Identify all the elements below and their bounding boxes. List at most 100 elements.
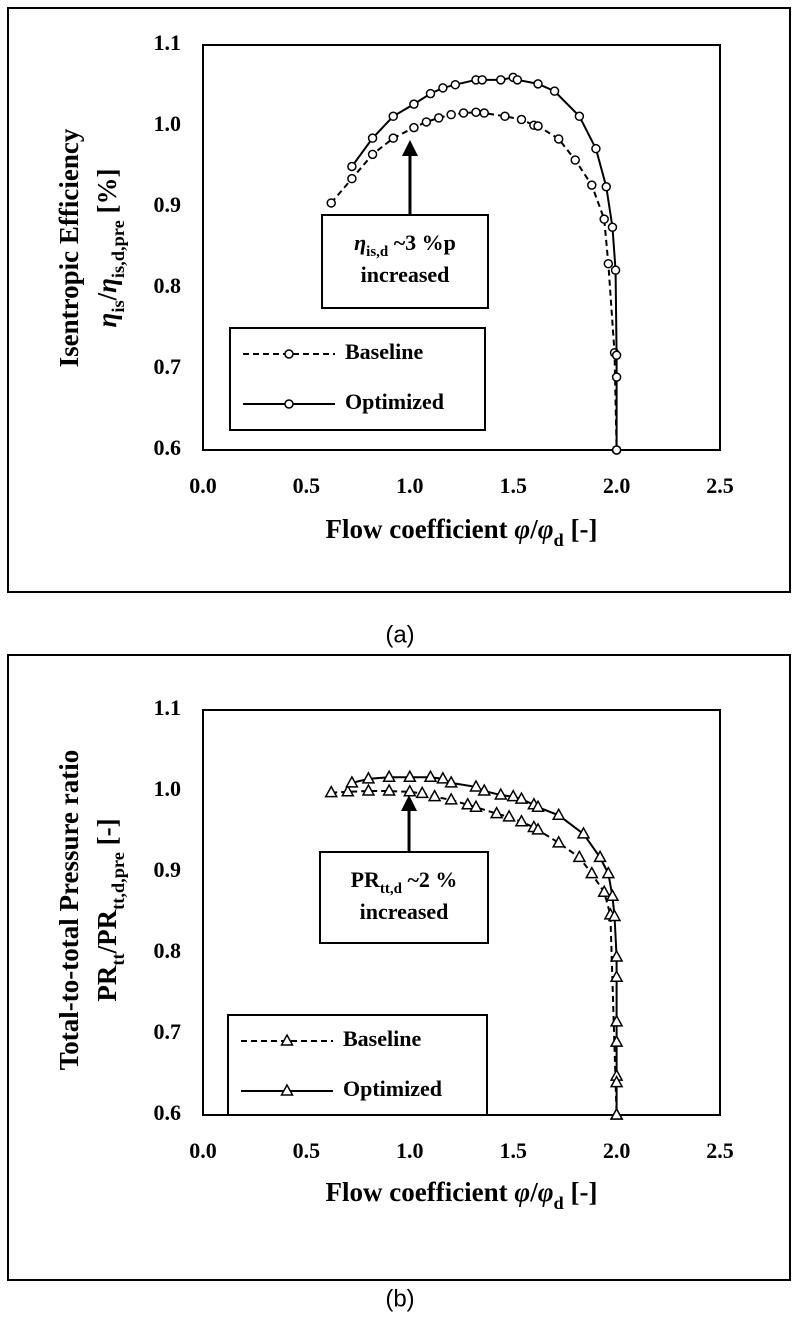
text-part: [-] (564, 1177, 598, 1207)
text-part: tt (108, 953, 128, 966)
marker (434, 113, 444, 123)
marker (361, 771, 376, 784)
text-part: d (554, 1193, 564, 1213)
marker (427, 789, 442, 802)
marker (609, 969, 624, 983)
x-tick-label: 1.0 (396, 1138, 424, 1163)
annotation: ηis,d ~3 %p (354, 230, 456, 260)
panel-frame (7, 7, 791, 593)
x-tick-label: 0.5 (293, 473, 321, 498)
arrow-head (401, 140, 418, 156)
marker (324, 785, 338, 798)
text-part: is,d (366, 244, 389, 260)
x-tick-label: 1.0 (396, 473, 424, 498)
y-axis-label: PRtt/PRtt,d,pre [-] (92, 818, 128, 1001)
text-part: φ (514, 1177, 530, 1207)
marker (345, 775, 359, 788)
y-tick-label: 0.8 (154, 273, 182, 298)
x-tick-label: 2.0 (603, 473, 631, 498)
marker (551, 807, 566, 821)
marker (425, 88, 436, 99)
marker (572, 849, 587, 863)
marker (340, 784, 355, 797)
text-part: / (529, 1177, 538, 1207)
marker (549, 86, 560, 96)
y-axis-label: Isentropic Efficiency (54, 128, 84, 367)
y-tick-label: 0.8 (154, 938, 182, 963)
marker (444, 792, 458, 805)
text-part: increased (361, 262, 450, 287)
text-part: ~2 % (402, 867, 457, 892)
marker (444, 775, 458, 788)
legend-label: Optimized (345, 389, 444, 414)
marker (489, 806, 504, 819)
annotation-box (321, 214, 489, 309)
text-part: / (529, 514, 538, 544)
marker (446, 109, 456, 120)
marker (423, 769, 438, 782)
x-tick-label: 0.0 (189, 473, 217, 498)
legend-marker (280, 1033, 294, 1046)
marker (458, 108, 469, 118)
marker (506, 789, 520, 802)
marker (326, 198, 336, 208)
text-part: is (108, 300, 128, 312)
y-axis-label: Total-to-total Pressure ratio (54, 750, 84, 1070)
series-line (330, 111, 618, 451)
marker (533, 121, 543, 131)
marker (585, 866, 599, 879)
y-tick-label: 0.9 (154, 857, 182, 882)
marker (436, 771, 450, 784)
marker (551, 835, 566, 848)
marker (479, 108, 489, 118)
marker (361, 783, 376, 796)
legend-marker (280, 1083, 294, 1096)
marker (500, 111, 510, 122)
marker (531, 799, 545, 812)
marker (599, 214, 609, 224)
marker (502, 809, 516, 822)
x-tick-label: 1.5 (499, 1138, 527, 1163)
text-part: Flow coefficient (326, 514, 515, 544)
marker (570, 155, 580, 165)
marker (382, 783, 396, 796)
x-tick-label: 2.5 (706, 473, 734, 498)
text-part: φ (538, 1177, 554, 1207)
y-tick-label: 1.0 (154, 111, 182, 136)
legend-label: Baseline (343, 1026, 421, 1051)
marker (403, 769, 417, 782)
marker (450, 79, 461, 90)
marker (531, 822, 545, 835)
x-tick-label: 0.0 (189, 1138, 217, 1163)
legend-label: Optimized (343, 1076, 442, 1101)
marker (514, 791, 529, 804)
legend-marker (284, 399, 294, 409)
y-tick-label: 0.6 (154, 1100, 182, 1125)
plot-area (202, 44, 721, 451)
x-axis-label: Flow coefficient φ/φd [-] (326, 1177, 598, 1213)
marker (609, 1075, 624, 1088)
marker (591, 143, 601, 154)
marker (593, 849, 607, 863)
y-tick-label: 0.9 (154, 192, 182, 217)
marker (471, 107, 481, 117)
marker (388, 133, 399, 143)
annotation: increased (360, 899, 449, 924)
legend-box (227, 1014, 488, 1116)
text-part: Total-to-total Pressure ratio (54, 750, 84, 1070)
marker (388, 111, 399, 122)
text-part: ~3 %p (388, 230, 456, 255)
marker (601, 182, 612, 192)
marker (347, 161, 357, 172)
marker (469, 779, 483, 792)
x-axis-label: Flow coefficient φ/φd [-] (326, 514, 598, 550)
marker (605, 888, 620, 902)
marker (609, 1107, 624, 1120)
marker (403, 784, 417, 797)
text-part: φ (514, 514, 530, 544)
marker (367, 133, 378, 143)
marker (533, 79, 543, 89)
marker (477, 783, 492, 796)
marker (415, 785, 429, 799)
